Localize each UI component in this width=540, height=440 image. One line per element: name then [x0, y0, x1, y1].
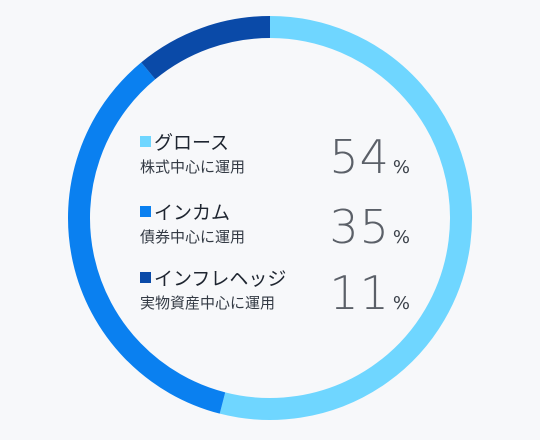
donut-slice-income — [68, 62, 226, 414]
legend-desc-growth: 株式中心に運用 — [140, 158, 246, 176]
legend-swatch-growth — [140, 136, 151, 147]
legend-swatch-income — [140, 206, 151, 217]
legend-desc-inflation-hedge: 実物資産中心に運用 — [140, 294, 276, 312]
donut-slice-growth — [219, 16, 472, 420]
donut-slice-inflation-hedge — [141, 16, 271, 80]
value-label-income: 35% — [329, 200, 410, 254]
legend-swatch-inflation-hedge — [140, 272, 151, 283]
value-unit-income: % — [392, 227, 410, 248]
legend-label-inflation-hedge: インフレヘッジ — [154, 268, 287, 290]
value-unit-growth: % — [392, 157, 410, 178]
value-unit-inflation-hedge: % — [392, 293, 410, 314]
value-label-growth: 54% — [329, 130, 410, 184]
legend-label-income: インカム — [154, 202, 231, 224]
legend-row-income: インカム 債券中心に運用 35% — [140, 200, 420, 256]
legend-row-growth: グロース 株式中心に運用 54% — [140, 130, 420, 186]
value-label-inflation-hedge: 11% — [329, 266, 410, 320]
legend-desc-income: 債券中心に運用 — [140, 228, 246, 246]
legend-row-inflation-hedge: インフレヘッジ 実物資産中心に運用 11% — [140, 266, 420, 322]
value-number-inflation-hedge: 11 — [329, 266, 390, 320]
value-number-income: 35 — [329, 200, 390, 254]
value-number-growth: 54 — [329, 130, 390, 184]
legend-label-growth: グロース — [154, 132, 230, 154]
